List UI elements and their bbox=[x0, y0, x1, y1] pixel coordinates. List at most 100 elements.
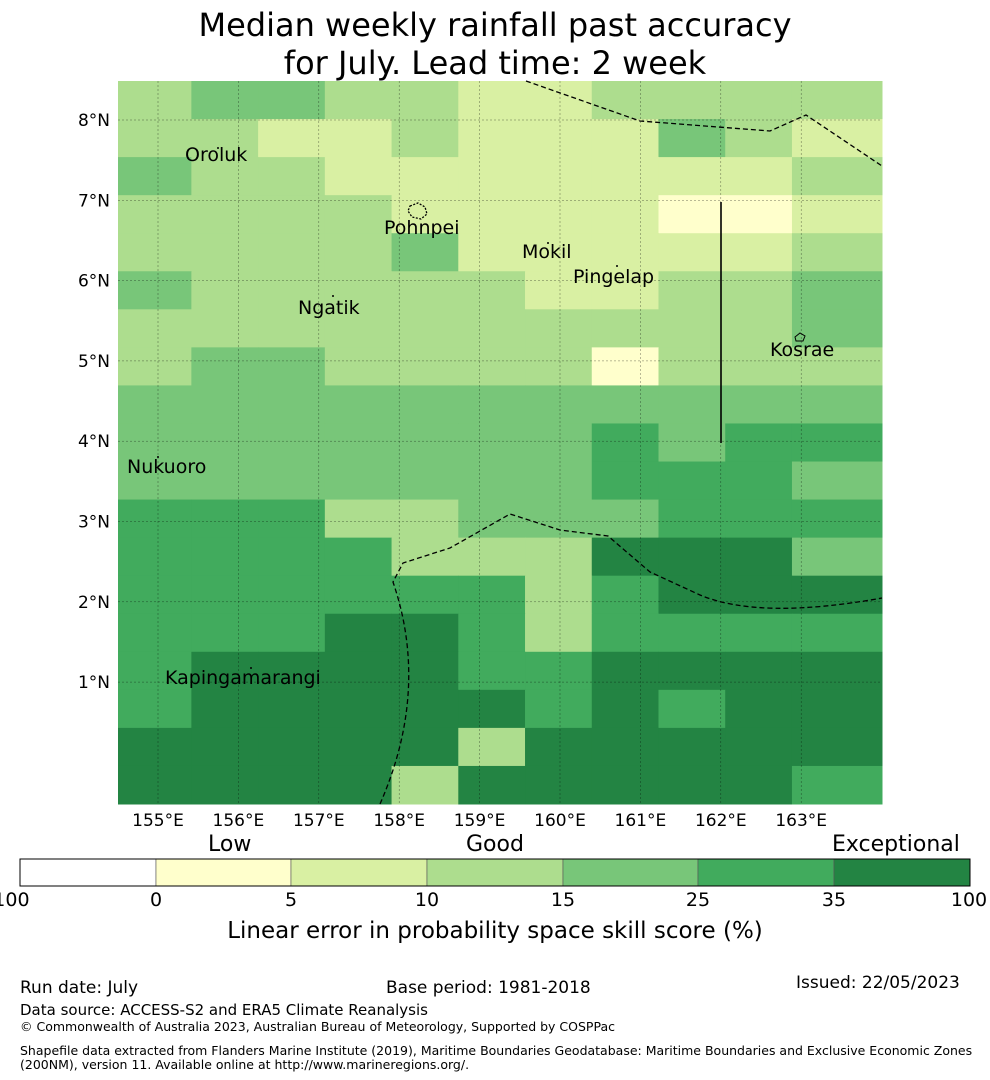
atoll-marker bbox=[547, 242, 549, 244]
grid-cell bbox=[391, 119, 459, 158]
grid-cell bbox=[324, 195, 393, 234]
grid-cell bbox=[118, 689, 192, 729]
grid-cell bbox=[791, 119, 883, 158]
grid-cell bbox=[458, 689, 526, 729]
grid-cell bbox=[591, 195, 659, 234]
grid-cell bbox=[525, 347, 593, 386]
atoll-marker bbox=[250, 667, 252, 669]
grid-cell bbox=[791, 537, 883, 577]
grid-cell bbox=[324, 537, 393, 577]
latitude-labels: 8°N 7°N 6°N 5°N 4°N 3°N 2°N 1°N bbox=[78, 111, 110, 693]
grid-cell bbox=[191, 309, 259, 348]
grid-cell bbox=[118, 461, 192, 501]
grid-cell bbox=[591, 423, 659, 463]
grid-cell bbox=[258, 575, 326, 615]
colorbar-segments bbox=[19, 858, 971, 887]
colorbar-segment bbox=[426, 858, 564, 887]
grid-cell bbox=[324, 499, 393, 539]
grid-cell bbox=[591, 347, 659, 386]
grid-cell bbox=[525, 499, 593, 539]
grid-cell bbox=[725, 461, 793, 501]
grid-cell bbox=[791, 157, 883, 196]
latitude-tick-label: 4°N bbox=[78, 432, 110, 452]
grid-cell bbox=[458, 271, 526, 310]
longitude-tick-label: 155°E bbox=[132, 811, 184, 830]
grid-cell bbox=[458, 119, 526, 158]
grid-cell bbox=[658, 651, 726, 691]
grid-cell bbox=[258, 689, 326, 729]
grid-cell bbox=[525, 309, 593, 348]
colorbar-segment bbox=[833, 858, 971, 887]
grid-cell bbox=[118, 727, 192, 767]
grid-cell bbox=[458, 81, 526, 120]
grid-cell bbox=[591, 309, 659, 348]
grid-cell bbox=[191, 651, 259, 691]
colorbar-class-exceptional: Exceptional bbox=[832, 832, 960, 857]
grid-cell bbox=[324, 81, 393, 120]
longitude-tick-label: 161°E bbox=[615, 811, 667, 830]
copyright: © Commonwealth of Australia 2023, Austra… bbox=[20, 1019, 615, 1034]
grid-cell bbox=[591, 689, 659, 729]
data-source: Data source: ACCESS-S2 and ERA5 Climate … bbox=[20, 1001, 428, 1019]
grid-cell bbox=[725, 423, 793, 463]
grid-cell bbox=[458, 347, 526, 386]
grid-cell bbox=[725, 537, 793, 577]
grid-cell bbox=[591, 461, 659, 501]
place-label: Kosrae bbox=[770, 339, 834, 361]
grid-cell bbox=[391, 575, 459, 615]
colorbar-label: Linear error in probability space skill … bbox=[227, 918, 763, 944]
grid-cell bbox=[324, 613, 393, 653]
grid-cell bbox=[458, 309, 526, 348]
longitude-tick-label: 163°E bbox=[775, 811, 827, 830]
latitude-tick-label: 6°N bbox=[78, 272, 110, 292]
grid-cell bbox=[591, 499, 659, 539]
colorbar-segment bbox=[697, 858, 835, 887]
grid-cell bbox=[118, 613, 192, 653]
grid-cell bbox=[725, 157, 793, 196]
grid-cell bbox=[191, 613, 259, 653]
grid-cell bbox=[118, 385, 192, 424]
grid-cell bbox=[525, 613, 593, 653]
grid-cell bbox=[258, 119, 326, 158]
grid-cell bbox=[591, 575, 659, 615]
grid-cell bbox=[258, 157, 326, 196]
grid-cell bbox=[458, 575, 526, 615]
grid-cell bbox=[391, 385, 459, 424]
grid-cell bbox=[725, 81, 793, 120]
colorbar-segment bbox=[290, 858, 428, 887]
grid-cell bbox=[591, 385, 659, 424]
colorbar-tick: 0 bbox=[149, 889, 163, 911]
colorbar-tick: 25 bbox=[685, 889, 711, 911]
grid-cell bbox=[191, 233, 259, 272]
grid-cell bbox=[791, 423, 883, 463]
grid-cell bbox=[658, 309, 726, 348]
grid-cell bbox=[658, 423, 726, 463]
grid-cell bbox=[191, 157, 259, 196]
grid-cell bbox=[658, 347, 726, 386]
grid-cell bbox=[458, 195, 526, 234]
grid-cell bbox=[118, 81, 192, 120]
colorbar-tick: 100 bbox=[950, 889, 988, 911]
atoll-marker bbox=[616, 265, 618, 267]
grid-cell bbox=[324, 765, 393, 805]
grid-cell bbox=[525, 765, 593, 805]
grid-cell bbox=[118, 575, 192, 615]
grid-cell bbox=[591, 727, 659, 767]
grid-cell bbox=[658, 727, 726, 767]
grid-cell bbox=[525, 689, 593, 729]
grid-cell bbox=[725, 233, 793, 272]
atoll-marker bbox=[217, 147, 219, 149]
run-date: Run date: July bbox=[20, 978, 139, 998]
grid-cell bbox=[725, 765, 793, 805]
grid-cell bbox=[258, 347, 326, 386]
shapefile-credit-line-1: Shapefile data extracted from Flanders M… bbox=[20, 1043, 973, 1058]
eez-boundary-north bbox=[525, 80, 883, 167]
grid-cell bbox=[525, 727, 593, 767]
grid-cell bbox=[458, 727, 526, 767]
grid-cell bbox=[725, 499, 793, 539]
colorbar-segment bbox=[155, 858, 292, 887]
map-title-line-2: for July. Lead time: 2 week bbox=[283, 44, 707, 82]
grid-cell bbox=[258, 727, 326, 767]
grid-cell bbox=[258, 385, 326, 424]
